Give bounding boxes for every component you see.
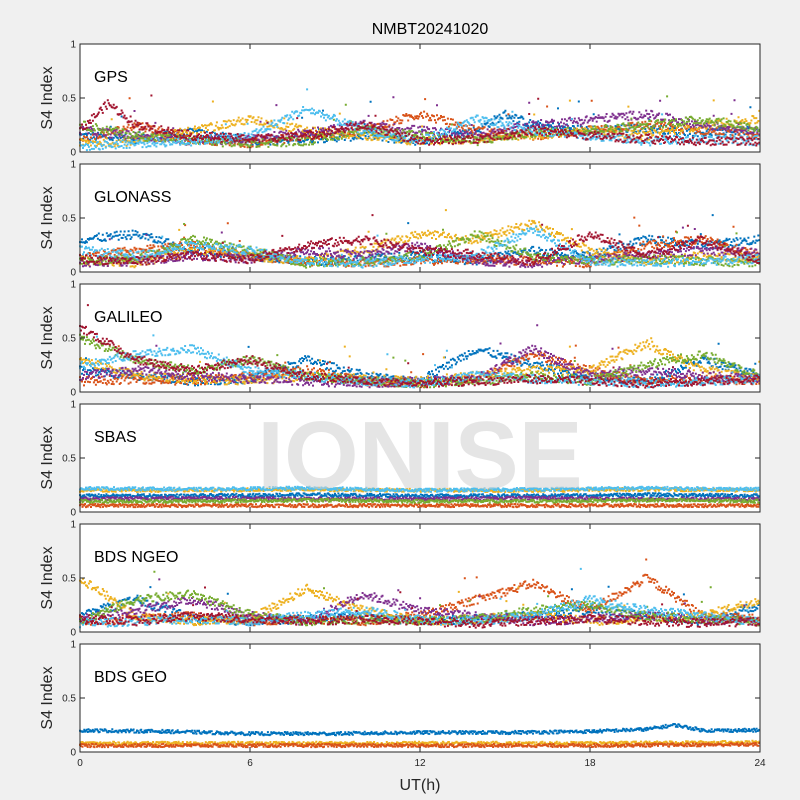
figure-title: NMBT20241020	[372, 21, 489, 38]
x-tick-label: 24	[754, 758, 766, 769]
y-tick-label: 0.5	[62, 694, 76, 705]
series-2-points	[79, 558, 761, 627]
series-5-points	[79, 223, 761, 269]
x-axis-label: UT(h)	[400, 777, 441, 794]
panel-label: BDS NGEO	[94, 549, 178, 566]
y-tick-label: 0	[70, 268, 76, 279]
series-7-points	[79, 586, 761, 629]
y-axis-label: S4 Index	[39, 66, 56, 129]
x-tick-label: 0	[77, 758, 83, 769]
panel-label: GALILEO	[94, 309, 162, 326]
y-tick-label: 0	[70, 148, 76, 159]
series-5-points	[79, 570, 761, 627]
x-tick-label: 18	[584, 758, 596, 769]
y-axis-label: S4 Index	[39, 186, 56, 249]
x-tick-label: 12	[414, 758, 426, 769]
y-tick-label: 0.5	[62, 94, 76, 105]
panel-label: GPS	[94, 69, 128, 86]
x-tick-label: 6	[247, 758, 253, 769]
y-tick-label: 0	[70, 748, 76, 759]
y-tick-label: 0.5	[62, 454, 76, 465]
panel-label: BDS GEO	[94, 669, 167, 686]
y-tick-label: 1	[70, 160, 76, 171]
y-axis-label: S4 Index	[39, 306, 56, 369]
panel-gps: 0 0.5 1 S4 Index GPS	[39, 40, 761, 159]
y-tick-label: 1	[70, 520, 76, 531]
panel-sbas: 0 0.5 1 S4 Index SBAS	[39, 400, 761, 519]
panel-label: GLONASS	[94, 189, 171, 206]
y-tick-label: 0	[70, 628, 76, 639]
series-5-points	[79, 497, 761, 504]
panels: 0 0.5 1 S4 Index GPS 0 0.5 1 S4 Index GLONASS 0 0.5…	[39, 40, 766, 770]
series-1-points	[79, 100, 761, 146]
panel-galileo: 0 0.5 1 S4 Index GALILEO	[39, 280, 761, 399]
axes-background	[80, 644, 760, 752]
series-1-points	[79, 723, 761, 737]
y-tick-label: 1	[70, 40, 76, 51]
series-2-points	[79, 344, 761, 389]
panel-label: SBAS	[94, 429, 137, 446]
y-tick-label: 0.5	[62, 334, 76, 345]
y-tick-label: 0	[70, 508, 76, 519]
y-tick-label: 0.5	[62, 214, 76, 225]
y-tick-label: 0.5	[62, 574, 76, 585]
y-tick-label: 0	[70, 388, 76, 399]
y-tick-label: 1	[70, 400, 76, 411]
series-7-points	[79, 94, 761, 147]
y-tick-label: 1	[70, 640, 76, 651]
panel-glonass: 0 0.5 1 S4 Index GLONASS	[39, 160, 761, 279]
y-axis-label: S4 Index	[39, 426, 56, 489]
series-4-points	[79, 495, 761, 502]
y-axis-label: S4 Index	[39, 546, 56, 609]
series-1-points	[79, 214, 761, 266]
series-1-points	[79, 492, 761, 499]
panel-bds-ngeo: 0 0.5 1 S4 Index BDS NGEO	[39, 520, 761, 639]
series-6-points	[79, 485, 761, 493]
y-tick-label: 1	[70, 280, 76, 291]
watermark: IONISE	[257, 402, 582, 509]
series-2-points	[79, 502, 761, 509]
series-3-points	[79, 742, 761, 749]
panel-bds-geo: 0 0.5 1 0 6 12 18 24 S4 Index BDS GEO	[39, 640, 766, 770]
y-axis-label: S4 Index	[39, 666, 56, 729]
